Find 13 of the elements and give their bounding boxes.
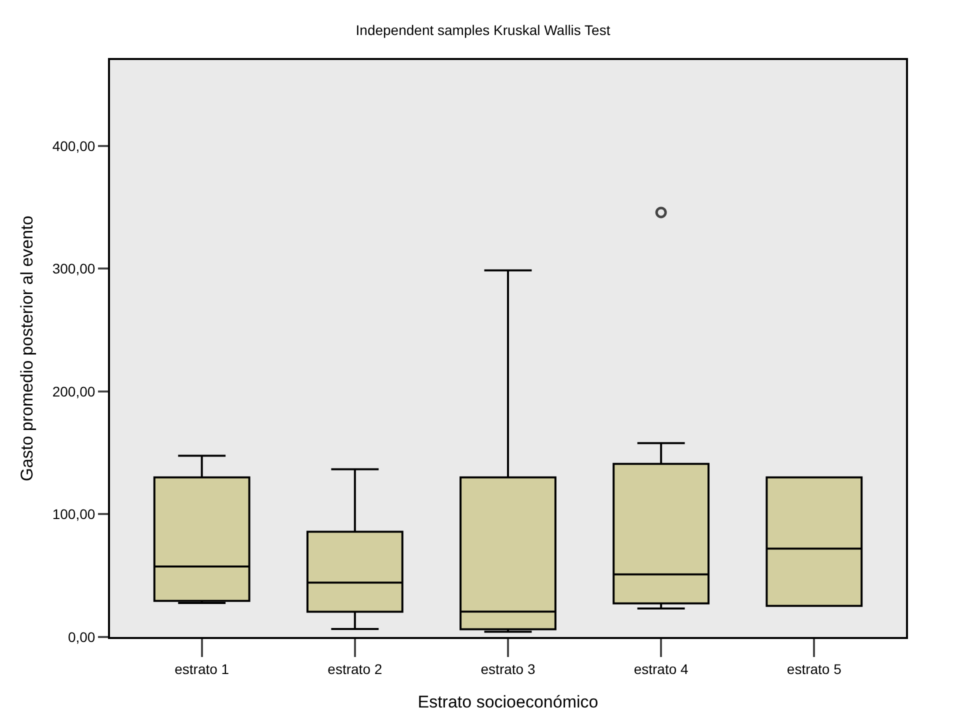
y-tick-label: 100,00 bbox=[52, 506, 96, 522]
x-tick-label: estrato 2 bbox=[328, 660, 382, 677]
y-axis-title: Gasto promedio posterior al evento bbox=[17, 216, 36, 482]
chart-title: Independent samples Kruskal Wallis Test bbox=[356, 22, 610, 38]
y-tick-label: 200,00 bbox=[52, 383, 96, 400]
x-tick-label: estrato 3 bbox=[480, 660, 536, 677]
y-tick-label: 0,00 bbox=[68, 628, 96, 645]
x-tick-label: estrato 4 bbox=[634, 660, 689, 677]
x-tick-label: estrato 5 bbox=[786, 660, 842, 677]
y-tick-label: 400,00 bbox=[52, 138, 96, 154]
y-tick-label: 300,00 bbox=[52, 260, 96, 277]
x-tick-label: estrato 1 bbox=[174, 660, 230, 677]
x-axis-title: Estrato socioeconómico bbox=[418, 692, 598, 712]
